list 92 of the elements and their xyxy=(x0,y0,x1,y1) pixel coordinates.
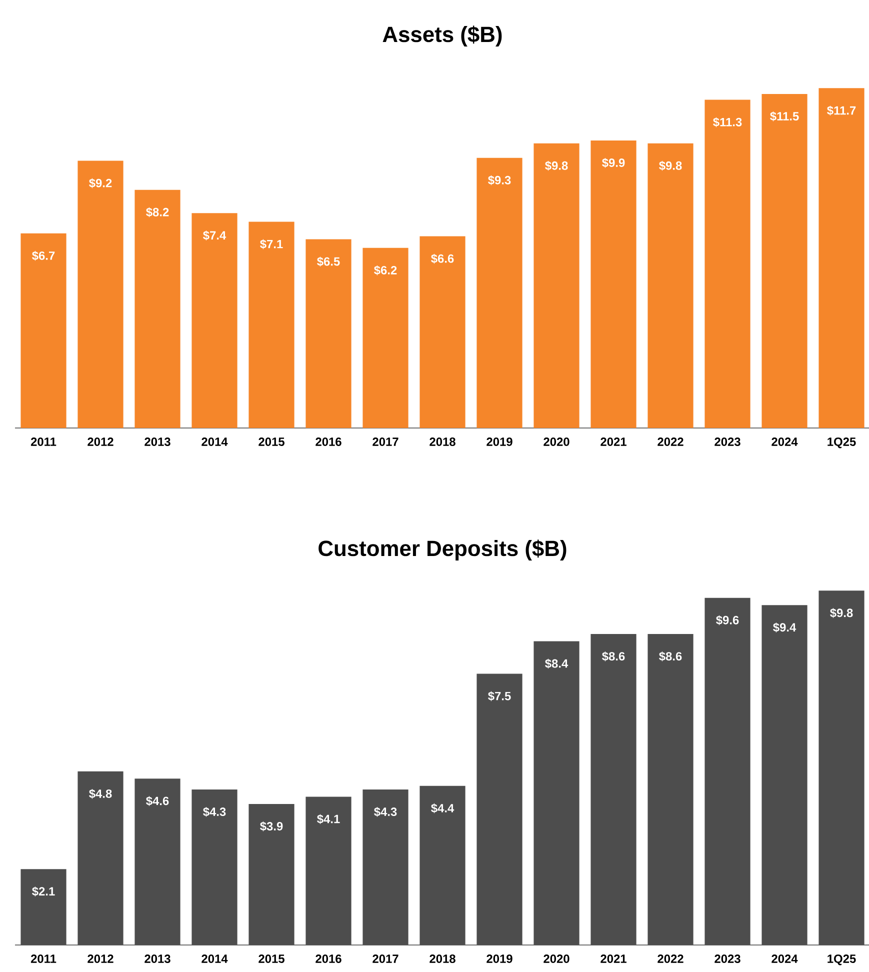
data-label: $8.2 xyxy=(146,207,169,218)
x-tick-label: 2023 xyxy=(714,438,740,446)
x-tick-label: 2014 xyxy=(202,954,228,963)
x-tick-label: 2022 xyxy=(658,438,684,446)
data-label: $9.4 xyxy=(773,622,796,632)
x-tick-label: 1Q25 xyxy=(828,438,856,448)
bar xyxy=(20,233,66,428)
bar xyxy=(362,790,408,945)
x-tick-label: 2013 xyxy=(144,438,170,446)
bar xyxy=(476,158,522,428)
bar xyxy=(248,222,294,428)
bar xyxy=(306,239,352,428)
bar xyxy=(534,641,580,945)
data-label: $9.6 xyxy=(716,615,739,626)
data-label: $4.3 xyxy=(203,807,226,817)
bar xyxy=(192,213,238,428)
x-tick-label: 2017 xyxy=(372,954,398,963)
bar xyxy=(78,160,124,428)
x-tick-label: 2019 xyxy=(486,954,512,963)
bar xyxy=(704,100,750,428)
x-tick-label: 2014 xyxy=(202,438,228,446)
x-tick-label: 2024 xyxy=(772,438,798,446)
data-label: $7.4 xyxy=(203,230,226,240)
bar xyxy=(362,248,408,428)
x-tick-label: 2021 xyxy=(600,954,626,963)
data-label: $8.6 xyxy=(659,652,682,662)
data-label: $9.9 xyxy=(602,158,625,168)
data-label: $7.5 xyxy=(488,691,511,702)
data-label: $11.5 xyxy=(770,112,799,122)
bar xyxy=(134,778,180,945)
bar xyxy=(20,869,66,945)
bar xyxy=(78,771,124,945)
x-tick-label: 2020 xyxy=(544,438,570,446)
chart-title: Assets ($B) xyxy=(382,26,502,46)
bar xyxy=(590,634,636,945)
x-tick-label: 2021 xyxy=(600,438,626,446)
bar xyxy=(704,598,750,945)
x-tick-label: 2018 xyxy=(430,438,456,446)
x-tick-label: 2016 xyxy=(316,438,342,446)
bar xyxy=(648,634,694,945)
bar xyxy=(192,790,238,945)
bar xyxy=(248,804,294,945)
data-label: $3.9 xyxy=(260,821,283,832)
x-tick-label: 2017 xyxy=(372,438,398,446)
data-label: $9.8 xyxy=(545,160,568,171)
x-tick-label: 2019 xyxy=(486,438,512,446)
x-tick-label: 2020 xyxy=(544,954,570,963)
bar xyxy=(590,140,636,428)
x-tick-label: 1Q25 xyxy=(828,954,856,966)
data-label: $4.4 xyxy=(431,803,454,814)
x-tick-label: 2018 xyxy=(430,954,456,963)
data-label: $4.8 xyxy=(89,788,112,799)
data-label: $6.6 xyxy=(431,254,454,264)
x-tick-label: 2015 xyxy=(258,438,284,446)
data-label: $8.4 xyxy=(545,658,568,669)
data-label: $4.1 xyxy=(317,814,340,824)
data-label: $2.1 xyxy=(32,886,55,896)
data-label: $9.8 xyxy=(830,608,853,618)
bar xyxy=(762,605,808,945)
x-tick-label: 2022 xyxy=(658,954,684,963)
data-label: $6.2 xyxy=(374,265,397,276)
bar xyxy=(420,786,466,945)
bar xyxy=(306,796,352,945)
x-tick-label: 2024 xyxy=(772,954,798,963)
data-label: $6.7 xyxy=(32,250,55,261)
x-tick-label: 2011 xyxy=(30,954,56,963)
x-tick-label: 2012 xyxy=(88,438,114,446)
data-label: $9.3 xyxy=(488,175,511,186)
chart-title: Customer Deposits ($B) xyxy=(318,540,566,560)
data-label: $6.5 xyxy=(317,256,340,266)
x-tick-label: 2016 xyxy=(316,954,342,963)
data-label: $4.6 xyxy=(146,796,169,806)
x-tick-label: 2023 xyxy=(714,954,740,964)
bar xyxy=(534,143,580,428)
x-tick-label: 2015 xyxy=(258,954,284,963)
bar xyxy=(818,88,864,428)
data-label: $11.7 xyxy=(827,106,856,116)
data-label: $4.3 xyxy=(374,807,397,817)
x-tick-label: 2012 xyxy=(88,954,114,963)
data-label: $9.2 xyxy=(89,178,112,188)
bar xyxy=(420,236,466,428)
x-tick-label: 2013 xyxy=(144,954,170,964)
bar xyxy=(648,143,694,428)
bar xyxy=(476,674,522,945)
x-tick-label: 2011 xyxy=(30,438,56,446)
bar xyxy=(818,590,864,945)
data-label: $11.3 xyxy=(713,117,742,128)
data-label: $7.1 xyxy=(260,239,283,250)
data-label: $9.8 xyxy=(659,160,682,171)
bar xyxy=(134,190,180,428)
data-label: $8.6 xyxy=(602,652,625,662)
bar xyxy=(762,94,808,428)
